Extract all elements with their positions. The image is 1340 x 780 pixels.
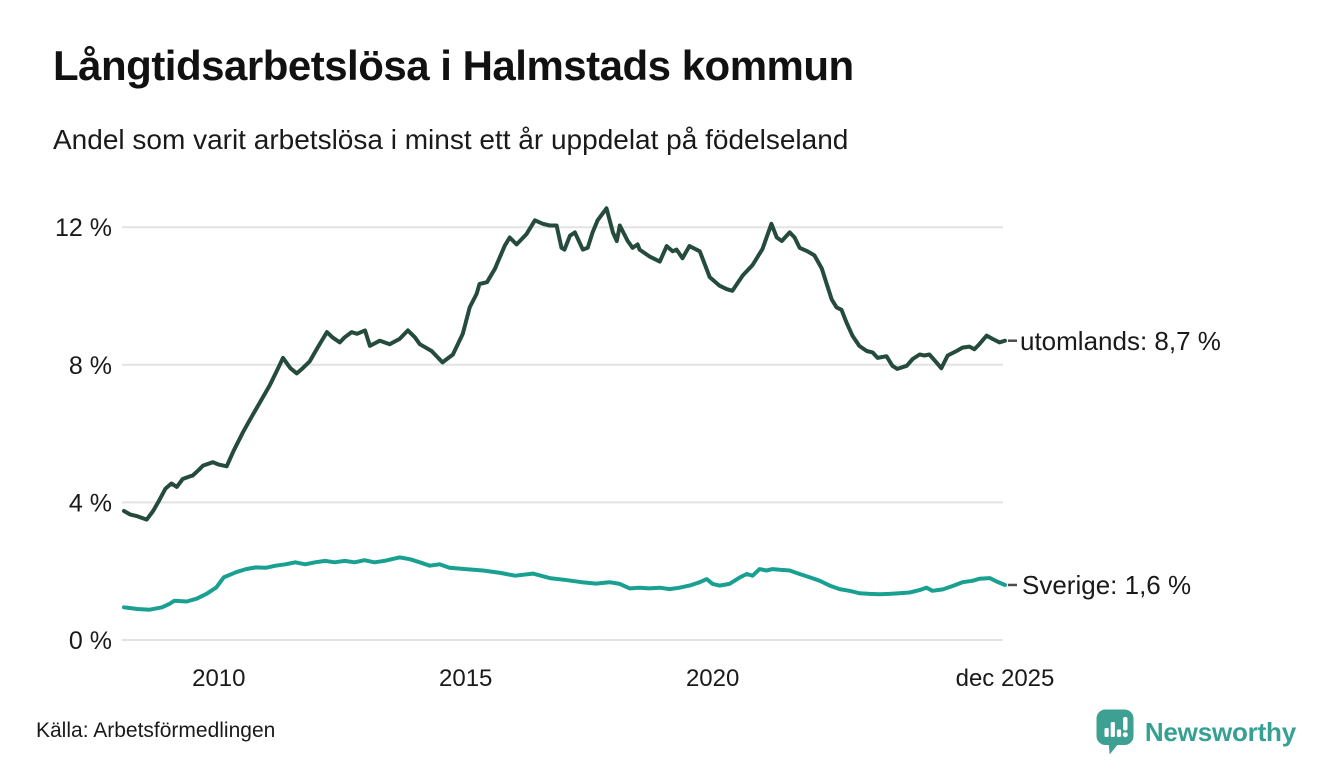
x-tick-label: 2015	[439, 665, 492, 692]
y-tick-label: 8 %	[69, 352, 112, 380]
x-tick-label: 2010	[192, 665, 245, 692]
newsworthy-logo: Newsworthy	[1095, 708, 1296, 756]
series-end-label-utomlands: utomlands: 8,7 %	[1020, 326, 1221, 356]
y-tick-label: 4 %	[69, 489, 112, 517]
series-end-label-sverige: Sverige: 1,6 %	[1022, 570, 1192, 600]
x-tick-label: 2020	[686, 665, 739, 692]
series-line-utomlands	[122, 206, 1007, 522]
source-credit: Källa: Arbetsförmedlingen	[36, 719, 276, 742]
page-title: Långtidsarbetslösa i Halmstads kommun	[53, 42, 854, 89]
newsworthy-wordmark: Newsworthy	[1144, 716, 1296, 747]
y-tick-label: 12 %	[55, 214, 112, 242]
x-tick-label: dec 2025	[956, 665, 1055, 692]
chart-subtitle: Andel som varit arbetslösa i minst ett å…	[53, 124, 849, 155]
series-line-Sverige	[122, 555, 1007, 612]
y-tick-label: 0 %	[69, 627, 112, 655]
newsworthy-icon	[1096, 709, 1134, 755]
